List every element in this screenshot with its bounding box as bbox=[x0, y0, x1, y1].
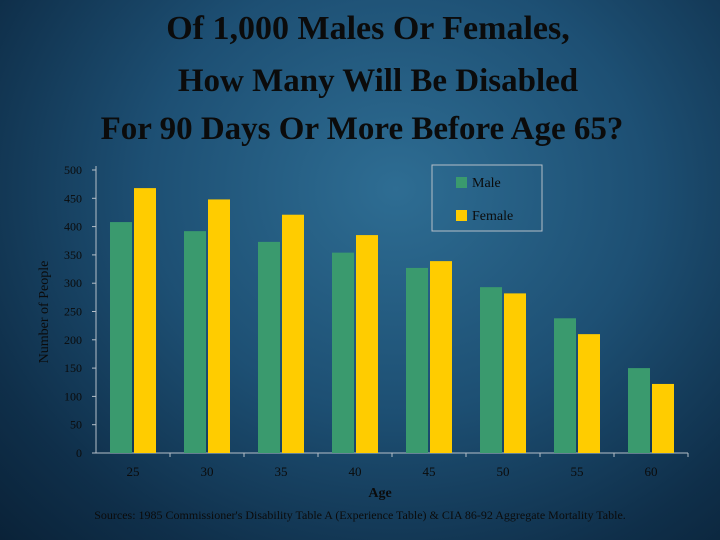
legend-box bbox=[431, 164, 543, 232]
chart-title-line-1: Of 1,000 Males Or Females, bbox=[166, 10, 570, 47]
chart-title-line-3: For 90 Days Or More Before Age 65? bbox=[100, 111, 624, 147]
legend-swatch-male bbox=[456, 177, 467, 188]
x-tick-label: 60 bbox=[645, 464, 658, 479]
female-bar-45 bbox=[430, 261, 452, 453]
x-tick-label: 50 bbox=[497, 464, 510, 479]
x-tick-label: 35 bbox=[275, 464, 288, 479]
x-tick-label: 55 bbox=[571, 464, 584, 479]
female-bar-40 bbox=[356, 235, 378, 453]
female-bar-55 bbox=[578, 334, 600, 453]
female-bar-35 bbox=[282, 214, 304, 453]
female-bar-30 bbox=[208, 199, 230, 453]
y-axis-title: Number of People bbox=[37, 261, 52, 364]
y-tick-label: 200 bbox=[64, 333, 82, 347]
female-bar-60 bbox=[652, 383, 674, 453]
male-bar-50 bbox=[480, 287, 502, 453]
x-tick-label: 45 bbox=[423, 464, 436, 479]
y-tick-label: 400 bbox=[64, 220, 82, 234]
male-bar-35 bbox=[258, 241, 280, 453]
legend-swatch-female bbox=[456, 210, 467, 221]
x-axis-title: Age bbox=[368, 486, 391, 501]
y-tick-label: 0 bbox=[76, 446, 82, 460]
y-tick-label: 350 bbox=[64, 248, 82, 262]
y-tick-label: 500 bbox=[64, 163, 82, 177]
female-bar-50 bbox=[504, 293, 526, 453]
male-bar-25 bbox=[110, 222, 132, 453]
source-note: Sources: 1985 Commissioner's Disability … bbox=[94, 508, 626, 522]
y-tick-label: 50 bbox=[70, 418, 82, 432]
male-bar-60 bbox=[628, 368, 650, 453]
y-tick-label: 100 bbox=[64, 389, 82, 403]
chart-title-line-2: How Many Will Be Disabled bbox=[177, 63, 579, 99]
male-bar-55 bbox=[554, 318, 576, 453]
male-bar-45 bbox=[406, 267, 428, 453]
x-tick-label: 40 bbox=[349, 464, 362, 479]
y-tick-label: 150 bbox=[64, 361, 82, 375]
male-bar-30 bbox=[184, 231, 206, 453]
y-tick-label: 250 bbox=[64, 305, 82, 319]
female-bar-25 bbox=[134, 188, 156, 453]
x-tick-label: 30 bbox=[201, 464, 214, 479]
y-tick-label: 300 bbox=[64, 276, 82, 290]
legend-label-female: Female bbox=[472, 209, 513, 224]
x-tick-label: 25 bbox=[127, 464, 140, 479]
male-bar-40 bbox=[332, 252, 354, 453]
y-tick-label: 450 bbox=[64, 191, 82, 205]
legend-label-male: Male bbox=[472, 176, 501, 191]
